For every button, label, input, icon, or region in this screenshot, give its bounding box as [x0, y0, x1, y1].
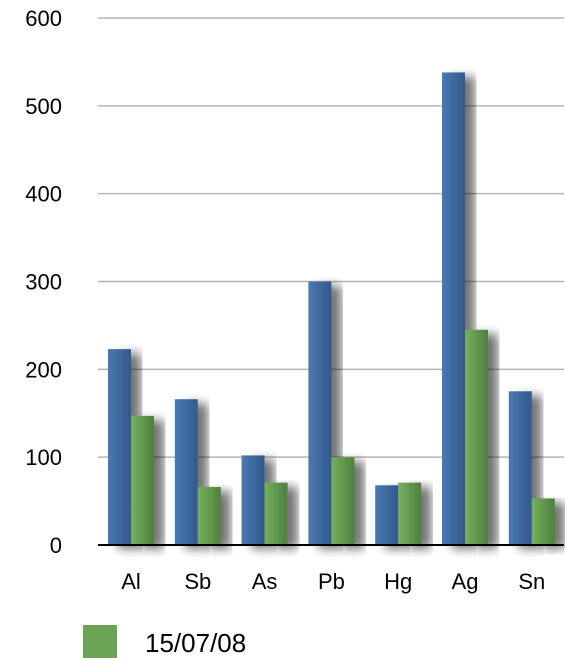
bar-hg-series-2 [398, 482, 422, 545]
bar-al-series-2 [131, 415, 154, 545]
x-tick-label: Sb [184, 569, 211, 594]
x-tick-label: Hg [384, 569, 412, 594]
legend-label: 15/07/08 [145, 628, 246, 658]
bar-ag-series-1 [442, 72, 465, 545]
x-tick-label: Ag [452, 569, 479, 594]
bar-sb-series-1 [174, 399, 198, 545]
bar-pb-series-1 [308, 281, 332, 545]
x-tick-label: Pb [318, 569, 345, 594]
bar-hg-series-1 [375, 485, 399, 545]
bar-pb-series-2 [331, 457, 355, 545]
bars [108, 72, 555, 545]
y-tick-label: 600 [25, 6, 62, 31]
y-tick-label: 500 [25, 94, 62, 119]
x-axis-category-labels: Al Sb As Pb Hg Ag Sn [121, 569, 545, 594]
bar-al-series-1 [108, 349, 131, 545]
y-tick-label: 100 [25, 445, 62, 470]
y-tick-label: 300 [25, 270, 62, 295]
legend-swatch [83, 625, 117, 658]
bar-sn-series-1 [508, 391, 532, 545]
x-tick-label: Sn [518, 569, 545, 594]
bar-ag-series-2 [465, 329, 488, 545]
y-tick-label: 200 [25, 357, 62, 382]
y-axis-tick-labels: 0 100 200 300 400 500 600 [25, 6, 62, 558]
legend: 15/07/08 [83, 625, 246, 658]
x-tick-label: As [252, 569, 278, 594]
bar-sb-series-2 [197, 487, 221, 545]
y-tick-label: 400 [25, 182, 62, 207]
bar-as-series-1 [241, 455, 265, 545]
bar-sn-series-2 [531, 498, 555, 545]
bar-as-series-2 [264, 482, 288, 545]
y-tick-label: 0 [50, 533, 62, 558]
x-tick-label: Al [121, 569, 141, 594]
